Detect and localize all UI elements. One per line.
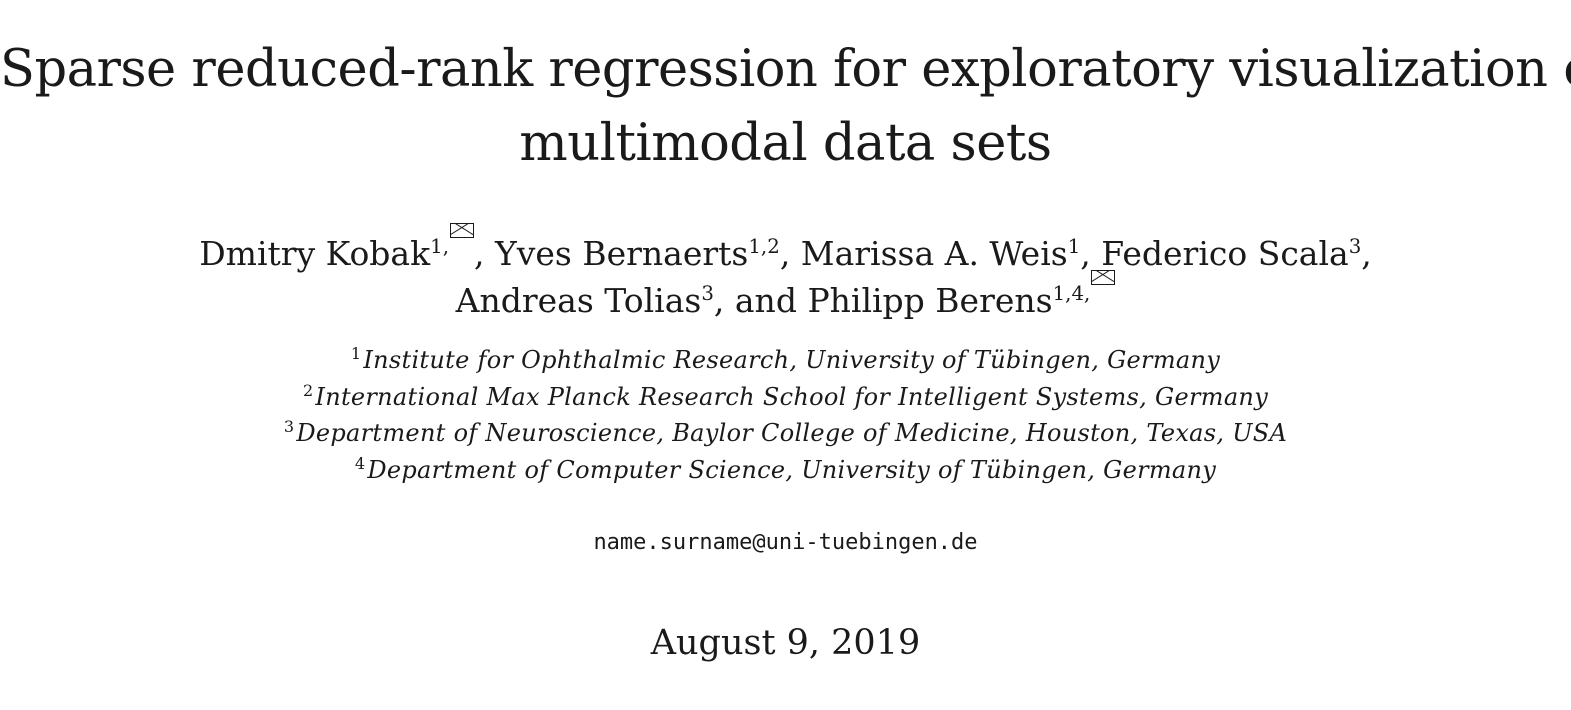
author-affiliation-marker: 1,2	[748, 234, 780, 258]
affiliation-text: Department of Neuroscience, Baylor Colle…	[296, 419, 1288, 447]
author-list-line-2: Andreas Tolias3, and Philipp Berens1,4,	[0, 270, 1571, 317]
affiliation-2: 2International Max Planck Research Schoo…	[0, 383, 1571, 411]
author-affiliation-marker: 1,	[430, 234, 449, 258]
affiliation-4: 4Department of Computer Science, Univers…	[0, 456, 1571, 484]
author-name: Dmitry Kobak	[199, 234, 431, 274]
paper-title-line-2: multimodal data sets	[519, 114, 1052, 173]
author-affiliation-marker: 3	[701, 281, 714, 305]
envelope-icon	[1091, 270, 1116, 285]
affiliation-text: International Max Planck Research School…	[315, 383, 1269, 411]
affiliation-text: Department of Computer Science, Universi…	[367, 456, 1217, 484]
author-affiliation-marker: 1,4,	[1052, 281, 1091, 305]
author-separator: , and	[713, 281, 808, 321]
author-separator: ,	[1361, 234, 1372, 274]
author-separator: ,	[473, 234, 495, 274]
affiliation-number: 4	[354, 454, 366, 474]
author-name: Federico Scala	[1101, 234, 1349, 274]
affiliation-text: Institute for Ophthalmic Research, Unive…	[363, 346, 1221, 374]
author-name: Yves Bernaerts	[494, 234, 749, 274]
contact-email[interactable]: name.surname@uni-tuebingen.de	[593, 530, 978, 555]
affiliation-number: 2	[302, 381, 314, 401]
author-affiliation-marker: 1	[1067, 234, 1081, 258]
affiliation-3: 3Department of Neuroscience, Baylor Coll…	[0, 419, 1571, 447]
author-separator: ,	[1080, 234, 1102, 274]
author-name: Marissa A. Weis	[800, 234, 1068, 274]
author-list-line-1: Dmitry Kobak1,, Yves Bernaerts1,2, Maris…	[0, 223, 1571, 270]
author-name: Andreas Tolias	[455, 281, 702, 321]
author-affiliation-marker: 3	[1348, 234, 1362, 258]
author-separator: ,	[779, 234, 801, 274]
publication-date: August 9, 2019	[650, 623, 921, 663]
affiliation-number: 1	[350, 344, 362, 364]
envelope-icon	[449, 223, 474, 238]
paper-title-line-1: Sparse reduced-rank regression for explo…	[0, 40, 1571, 99]
affiliation-number: 3	[283, 417, 295, 437]
author-name: Philipp Berens	[807, 281, 1053, 321]
affiliation-1: 1Institute for Ophthalmic Research, Univ…	[0, 346, 1571, 374]
